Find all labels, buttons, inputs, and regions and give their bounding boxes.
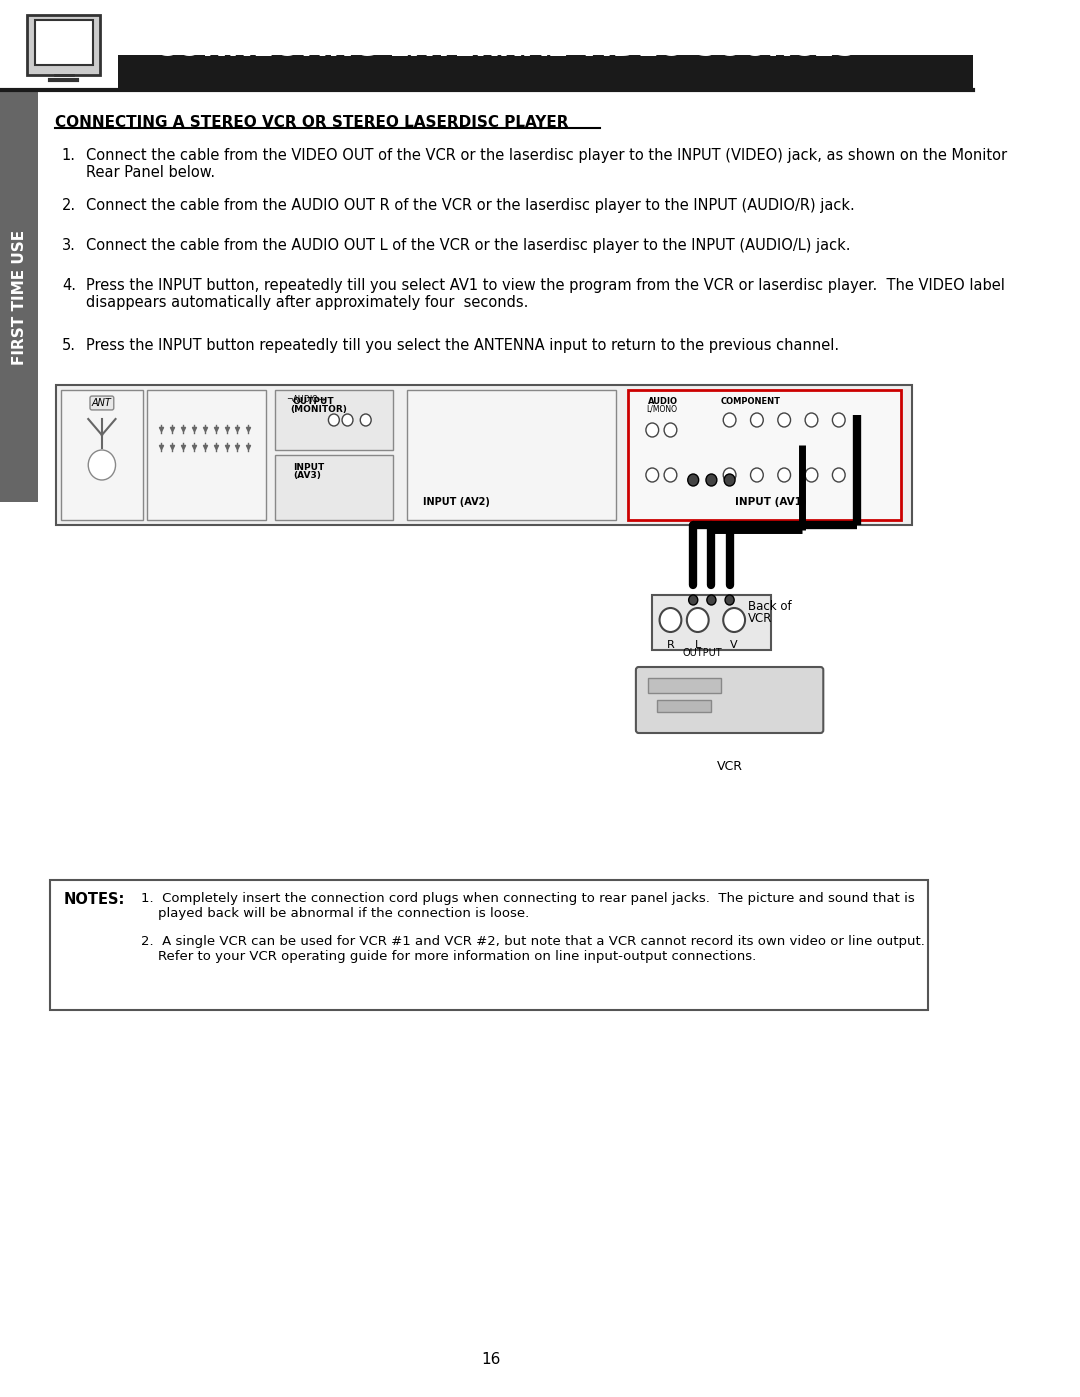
Text: COMPONENT: COMPONENT [720, 397, 781, 407]
Circle shape [706, 474, 717, 486]
Bar [648, 678, 720, 693]
Text: R: R [666, 640, 674, 650]
Text: 3.: 3. [62, 237, 76, 253]
Text: ANT: ANT [92, 398, 112, 408]
Circle shape [805, 414, 818, 427]
Circle shape [724, 414, 735, 427]
FancyBboxPatch shape [35, 20, 93, 66]
Text: INPUT (AV2): INPUT (AV2) [423, 497, 490, 507]
Circle shape [778, 468, 791, 482]
Circle shape [833, 414, 846, 427]
Text: V: V [730, 640, 738, 650]
FancyBboxPatch shape [27, 15, 100, 75]
Text: Connect the cable from the AUDIO OUT L of the VCR or the laserdisc player to the: Connect the cable from the AUDIO OUT L o… [86, 237, 851, 253]
Text: Connect the cable from the AUDIO OUT R of the VCR or the laserdisc player to the: Connect the cable from the AUDIO OUT R o… [86, 198, 855, 212]
Bar [147, 390, 266, 520]
Text: FIRST TIME USE: FIRST TIME USE [12, 229, 27, 365]
Text: 5.: 5. [62, 338, 76, 353]
Text: Connect the cable from the VIDEO OUT of the VCR or the laserdisc player to the I: Connect the cable from the VIDEO OUT of … [86, 148, 1008, 180]
Text: Press the INPUT button, repeatedly till you select AV1 to view the program from : Press the INPUT button, repeatedly till … [86, 278, 1005, 310]
Text: AUDIO: AUDIO [648, 397, 678, 407]
Text: 16: 16 [482, 1352, 501, 1368]
Circle shape [751, 414, 764, 427]
Bar [627, 390, 901, 520]
Text: CONNECTING A STEREO VCR OR STEREO LASERDISC PLAYER: CONNECTING A STEREO VCR OR STEREO LASERD… [55, 115, 568, 130]
Circle shape [342, 414, 353, 426]
Circle shape [778, 414, 791, 427]
Bar [50, 880, 928, 1010]
Bar [407, 390, 616, 520]
Bar [652, 595, 770, 650]
Circle shape [361, 414, 372, 426]
Circle shape [660, 608, 681, 631]
Circle shape [833, 468, 846, 482]
Bar [60, 390, 143, 520]
Circle shape [724, 608, 745, 631]
Circle shape [689, 595, 698, 605]
Circle shape [646, 423, 659, 437]
Bar [56, 386, 912, 525]
Text: Press the INPUT button repeatedly till you select the ANTENNA input to return to: Press the INPUT button repeatedly till y… [86, 338, 839, 353]
Text: INPUT (AV1): INPUT (AV1) [734, 497, 807, 507]
Bar [119, 54, 973, 89]
Text: OUTPUT: OUTPUT [293, 397, 335, 407]
Text: L/MONO: L/MONO [646, 405, 677, 414]
Text: 4.: 4. [62, 278, 76, 293]
Circle shape [89, 450, 116, 481]
Text: L: L [694, 640, 701, 650]
Circle shape [646, 468, 659, 482]
FancyBboxPatch shape [636, 666, 823, 733]
Circle shape [664, 423, 677, 437]
Text: NOTES:: NOTES: [64, 893, 125, 907]
Circle shape [328, 414, 339, 426]
Bar [274, 390, 393, 450]
Text: 2.  A single VCR can be used for VCR #1 and VCR #2, but note that a VCR cannot r: 2. A single VCR can be used for VCR #1 a… [141, 935, 924, 963]
Circle shape [687, 608, 708, 631]
Text: 1.: 1. [62, 148, 76, 163]
Text: CONNECTING EXTERNAL VIDEO SOURCES: CONNECTING EXTERNAL VIDEO SOURCES [153, 32, 856, 61]
Text: (MONITOR): (MONITOR) [291, 405, 347, 414]
Circle shape [751, 468, 764, 482]
Text: Back of: Back of [747, 599, 792, 613]
Circle shape [688, 474, 699, 486]
Text: $\neg$AUDIO$\rightarrow$: $\neg$AUDIO$\rightarrow$ [285, 393, 326, 404]
Text: 1.  Completely insert the connection cord plugs when connecting to rear panel ja: 1. Completely insert the connection cord… [141, 893, 915, 921]
Bar [0, 92, 38, 502]
Circle shape [725, 595, 734, 605]
Text: 2.: 2. [62, 198, 76, 212]
Text: VCR: VCR [717, 760, 743, 773]
Circle shape [664, 468, 677, 482]
Text: INPUT: INPUT [293, 462, 324, 472]
Bar [657, 700, 712, 712]
Bar [274, 455, 393, 520]
Text: OUTPUT: OUTPUT [683, 648, 723, 658]
Circle shape [805, 468, 818, 482]
Circle shape [706, 595, 716, 605]
Circle shape [724, 474, 735, 486]
Circle shape [724, 468, 735, 482]
Text: (AV3): (AV3) [293, 471, 321, 481]
Text: VCR: VCR [747, 612, 772, 624]
